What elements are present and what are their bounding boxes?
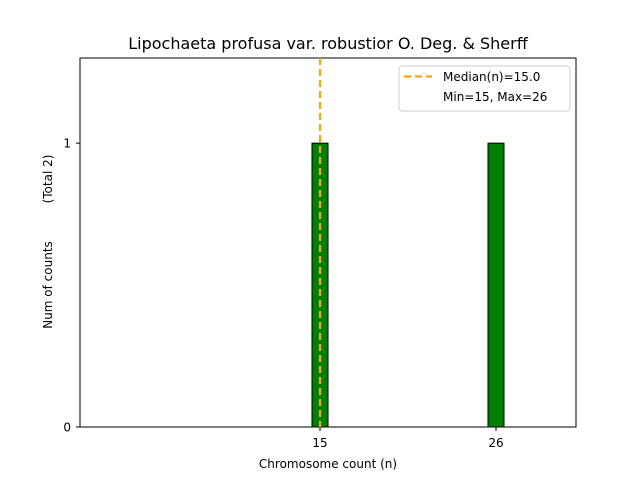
chart-title: Lipochaeta profusa var. robustior O. Deg… [128,34,528,53]
legend-box [398,65,571,112]
legend-median-label: Median(n)=15.0 [443,70,540,84]
x-axis-label: Chromosome count (n) [259,457,397,471]
x-axis-ticks: 15 26 [312,427,504,450]
legend: Median(n)=15.0 Min=15, Max=26 [398,65,571,112]
y-axis-total-label: (Total 2) [41,155,55,204]
x-tick-label-15: 15 [312,436,327,450]
bars-group [311,142,505,428]
y-axis-label: Num of counts [41,241,55,329]
x-tick-label-26: 26 [488,436,503,450]
y-tick-label-1: 1 [63,137,71,151]
bar-26 [487,142,505,428]
y-axis-ticks: 01 [63,137,80,435]
legend-minmax-label: Min=15, Max=26 [443,90,547,104]
y-tick-label-0: 0 [63,421,71,435]
